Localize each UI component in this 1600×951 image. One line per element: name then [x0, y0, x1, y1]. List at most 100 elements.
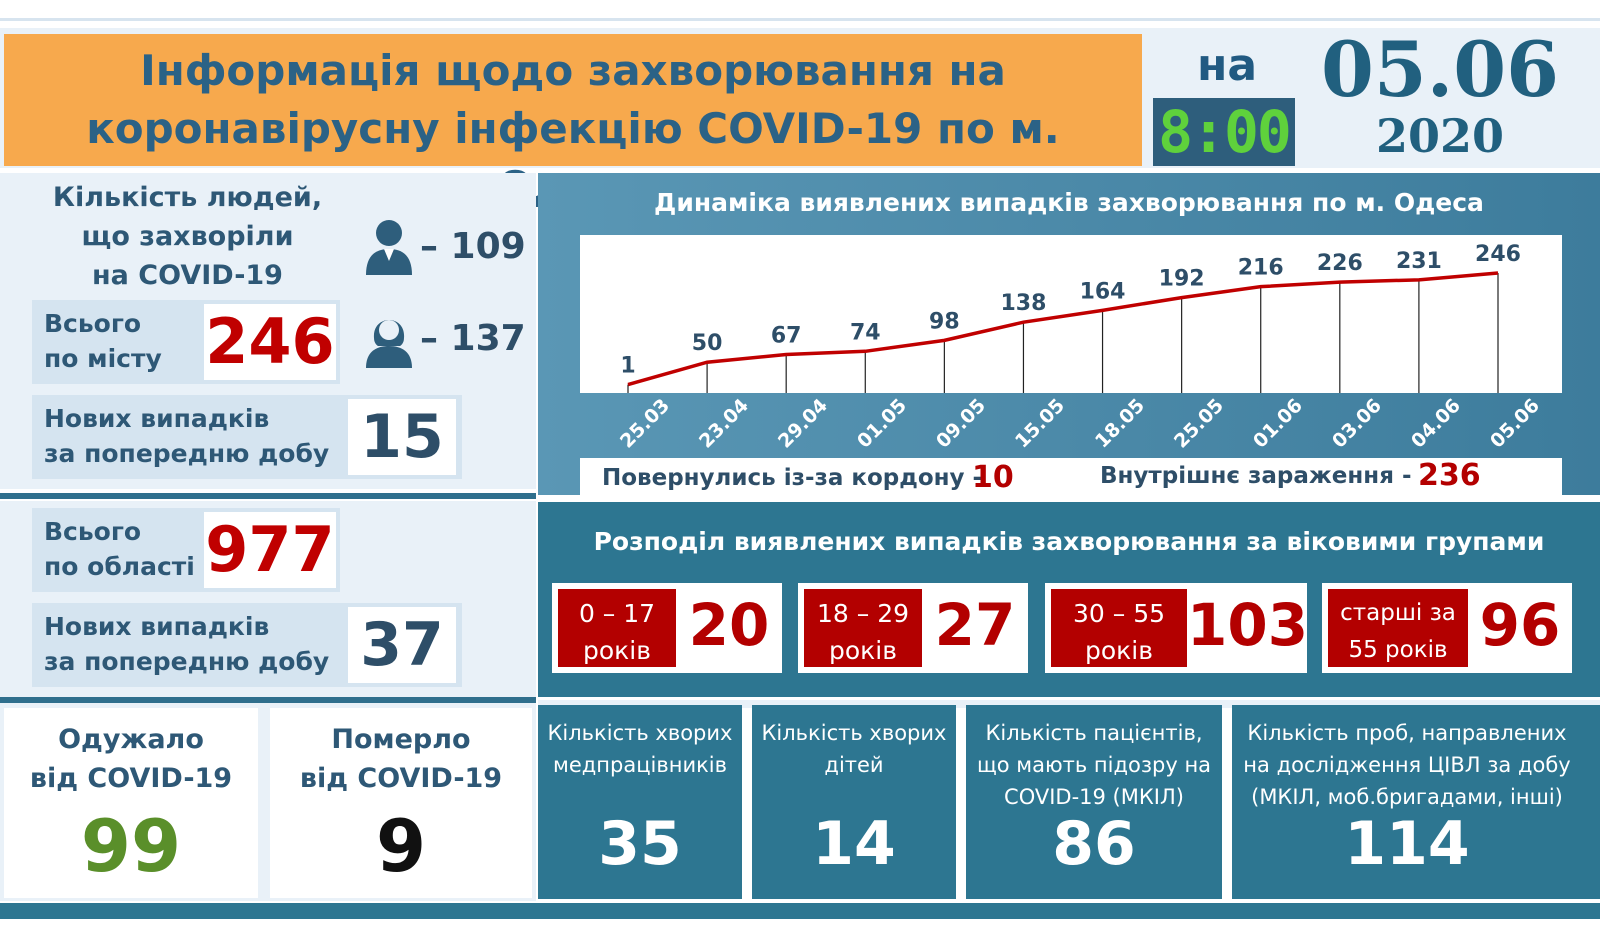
age-card-18-29: 18 – 29 років 27 — [798, 583, 1028, 673]
people-title-line-2: що захворіли — [81, 221, 294, 252]
people-title: Кількість людей, що захворіли на COVID-1… — [30, 178, 345, 295]
stat-label-line-2: що мають підозру на — [976, 753, 1212, 777]
age-card-over-55: старші за 55 років 96 — [1322, 583, 1572, 673]
data-label: 226 — [1317, 251, 1363, 276]
stat-label-line-3: COVID-19 (МКІЛ) — [1004, 785, 1184, 809]
age-card-0-17: 0 – 17 років 20 — [552, 583, 782, 673]
region-new-value: 37 — [348, 607, 456, 683]
stat-value: 114 — [1344, 809, 1470, 879]
recovered-label: Одужало від COVID-19 — [4, 720, 258, 798]
stat-value: 35 — [598, 809, 682, 879]
died-value: 9 — [375, 804, 427, 888]
stat-label-line-2: на дослідження ЦІВЛ за добу — [1243, 753, 1571, 777]
people-title-line-3: на COVID-19 — [92, 260, 283, 291]
stat-label-line-2: медпрацівників — [553, 753, 727, 777]
age-range-label: 0 – 17 років — [558, 589, 676, 667]
data-label: 138 — [1000, 291, 1046, 316]
as-of-label: на — [1197, 40, 1258, 91]
city-total-value: 246 — [204, 304, 336, 380]
region-total-label-line-1: Всього — [44, 517, 142, 546]
recovered-label-line-1: Одужало — [58, 724, 204, 755]
age-count: 27 — [934, 591, 1016, 659]
region-new-label: Нових випадків за попередню добу — [44, 609, 329, 679]
stat-label: Кількість пацієнтів, що мають підозру на… — [966, 717, 1222, 813]
man-icon — [366, 220, 412, 275]
age-range-line-2: 55 років — [1348, 637, 1448, 663]
data-label: 164 — [1080, 279, 1126, 304]
region-total-label: Всього по області — [44, 514, 195, 584]
age-range-line-1: старші за — [1340, 600, 1456, 626]
age-title: Розподіл виявлених випадків захворювання… — [593, 527, 1545, 556]
people-title-line-1: Кількість людей, — [52, 182, 323, 213]
data-label: 216 — [1238, 256, 1284, 281]
age-range-label: 30 – 55 років — [1051, 589, 1187, 667]
data-label: 231 — [1396, 249, 1442, 274]
age-range-line-2: років — [829, 636, 897, 665]
age-count: 20 — [688, 591, 770, 659]
title-banner: Інформація щодо захворювання на коронаві… — [4, 34, 1142, 211]
region-new-label-line-1: Нових випадків — [44, 612, 270, 641]
died-label: Померло від COVID-19 — [270, 720, 532, 798]
data-label: 50 — [692, 331, 723, 356]
title-line-1: Інформація щодо захворювання на — [140, 46, 1006, 95]
stat-samples: Кількість проб, направлених на досліджен… — [1232, 705, 1600, 899]
stat-label-line-1: Кількість проб, направлених — [1247, 721, 1567, 745]
died-label-line-1: Померло — [331, 724, 471, 755]
border-value: 10 — [972, 460, 1014, 495]
city-total-label-line-2: по місту — [44, 344, 162, 373]
data-label: 67 — [771, 323, 802, 348]
died-card: Померло від COVID-19 9 — [270, 708, 532, 898]
stat-label-line-1: Кількість хворих — [547, 721, 733, 745]
divider — [0, 697, 536, 703]
report-date: 05.06 — [1321, 25, 1559, 114]
stat-value: 86 — [1052, 809, 1136, 879]
stat-label-line-2: дітей — [824, 753, 884, 777]
age-card-30-55: 30 – 55 років 103 — [1045, 583, 1309, 673]
divider — [0, 493, 536, 499]
age-range-line-2: років — [1085, 636, 1153, 665]
report-time: 8:00 — [1153, 98, 1295, 166]
city-new-label: Нових випадків за попередню добу — [44, 401, 329, 471]
internal-value: 236 — [1418, 458, 1481, 493]
age-range-line-1: 30 – 55 — [1072, 599, 1166, 628]
data-label: 246 — [1475, 242, 1521, 267]
stat-label-line-1: Кількість хворих — [761, 721, 947, 745]
recovered-label-line-2: від COVID-19 — [29, 763, 233, 794]
stat-label-line-1: Кількість пацієнтів, — [985, 721, 1203, 745]
age-count: 103 — [1187, 591, 1309, 659]
age-count: 96 — [1479, 591, 1561, 659]
region-total-label-line-2: по області — [44, 552, 195, 581]
recovered-card: Одужало від COVID-19 99 — [4, 708, 258, 898]
woman-icon — [366, 320, 412, 368]
age-range-line-1: 18 – 29 — [816, 599, 910, 628]
border-label: Повернулись із-за кордону - — [602, 465, 983, 491]
city-new-value: 15 — [348, 399, 456, 475]
stat-label: Кількість хворих дітей — [752, 717, 956, 781]
region-new-label-line-2: за попередню добу — [44, 647, 330, 676]
line-chart: 1 50 67 74 98 138 164 192 216 226 231 246 — [620, 242, 1521, 393]
stat-value: 14 — [812, 809, 896, 879]
died-label-line-2: від COVID-19 — [299, 763, 503, 794]
region-total-card: Всього по області 977 — [32, 508, 340, 592]
report-year: 2020 — [1375, 109, 1505, 163]
female-count: – 137 — [420, 318, 526, 359]
age-range-line-1: 0 – 17 — [578, 599, 656, 628]
city-new-label-line-1: Нових випадків — [44, 404, 270, 433]
male-count: – 109 — [420, 226, 526, 267]
page-title: Інформація щодо захворювання на коронаві… — [4, 34, 1142, 216]
stat-label-line-3: (МКІЛ, моб.бригадами, інші) — [1251, 785, 1563, 809]
city-new-label-line-2: за попередню добу — [44, 439, 330, 468]
age-range-label: 18 – 29 років — [804, 589, 922, 667]
age-range-label: старші за 55 років — [1328, 589, 1468, 667]
series-line — [627, 271, 1499, 387]
stat-label: Кількість хворих медпрацівників — [538, 717, 742, 781]
divider — [538, 700, 1600, 708]
city-total-label-line-1: Всього — [44, 309, 142, 338]
top-rule — [0, 18, 1600, 21]
recovered-value: 99 — [80, 804, 182, 888]
internal-label: Внутрішнє зараження - — [1100, 463, 1412, 489]
footer-bar — [0, 903, 1600, 919]
data-label: 74 — [850, 320, 881, 345]
city-total-label: Всього по місту — [44, 306, 162, 376]
sources-bar: Повернулись із-за кордону - 10 Внутрішнє… — [580, 458, 1562, 498]
